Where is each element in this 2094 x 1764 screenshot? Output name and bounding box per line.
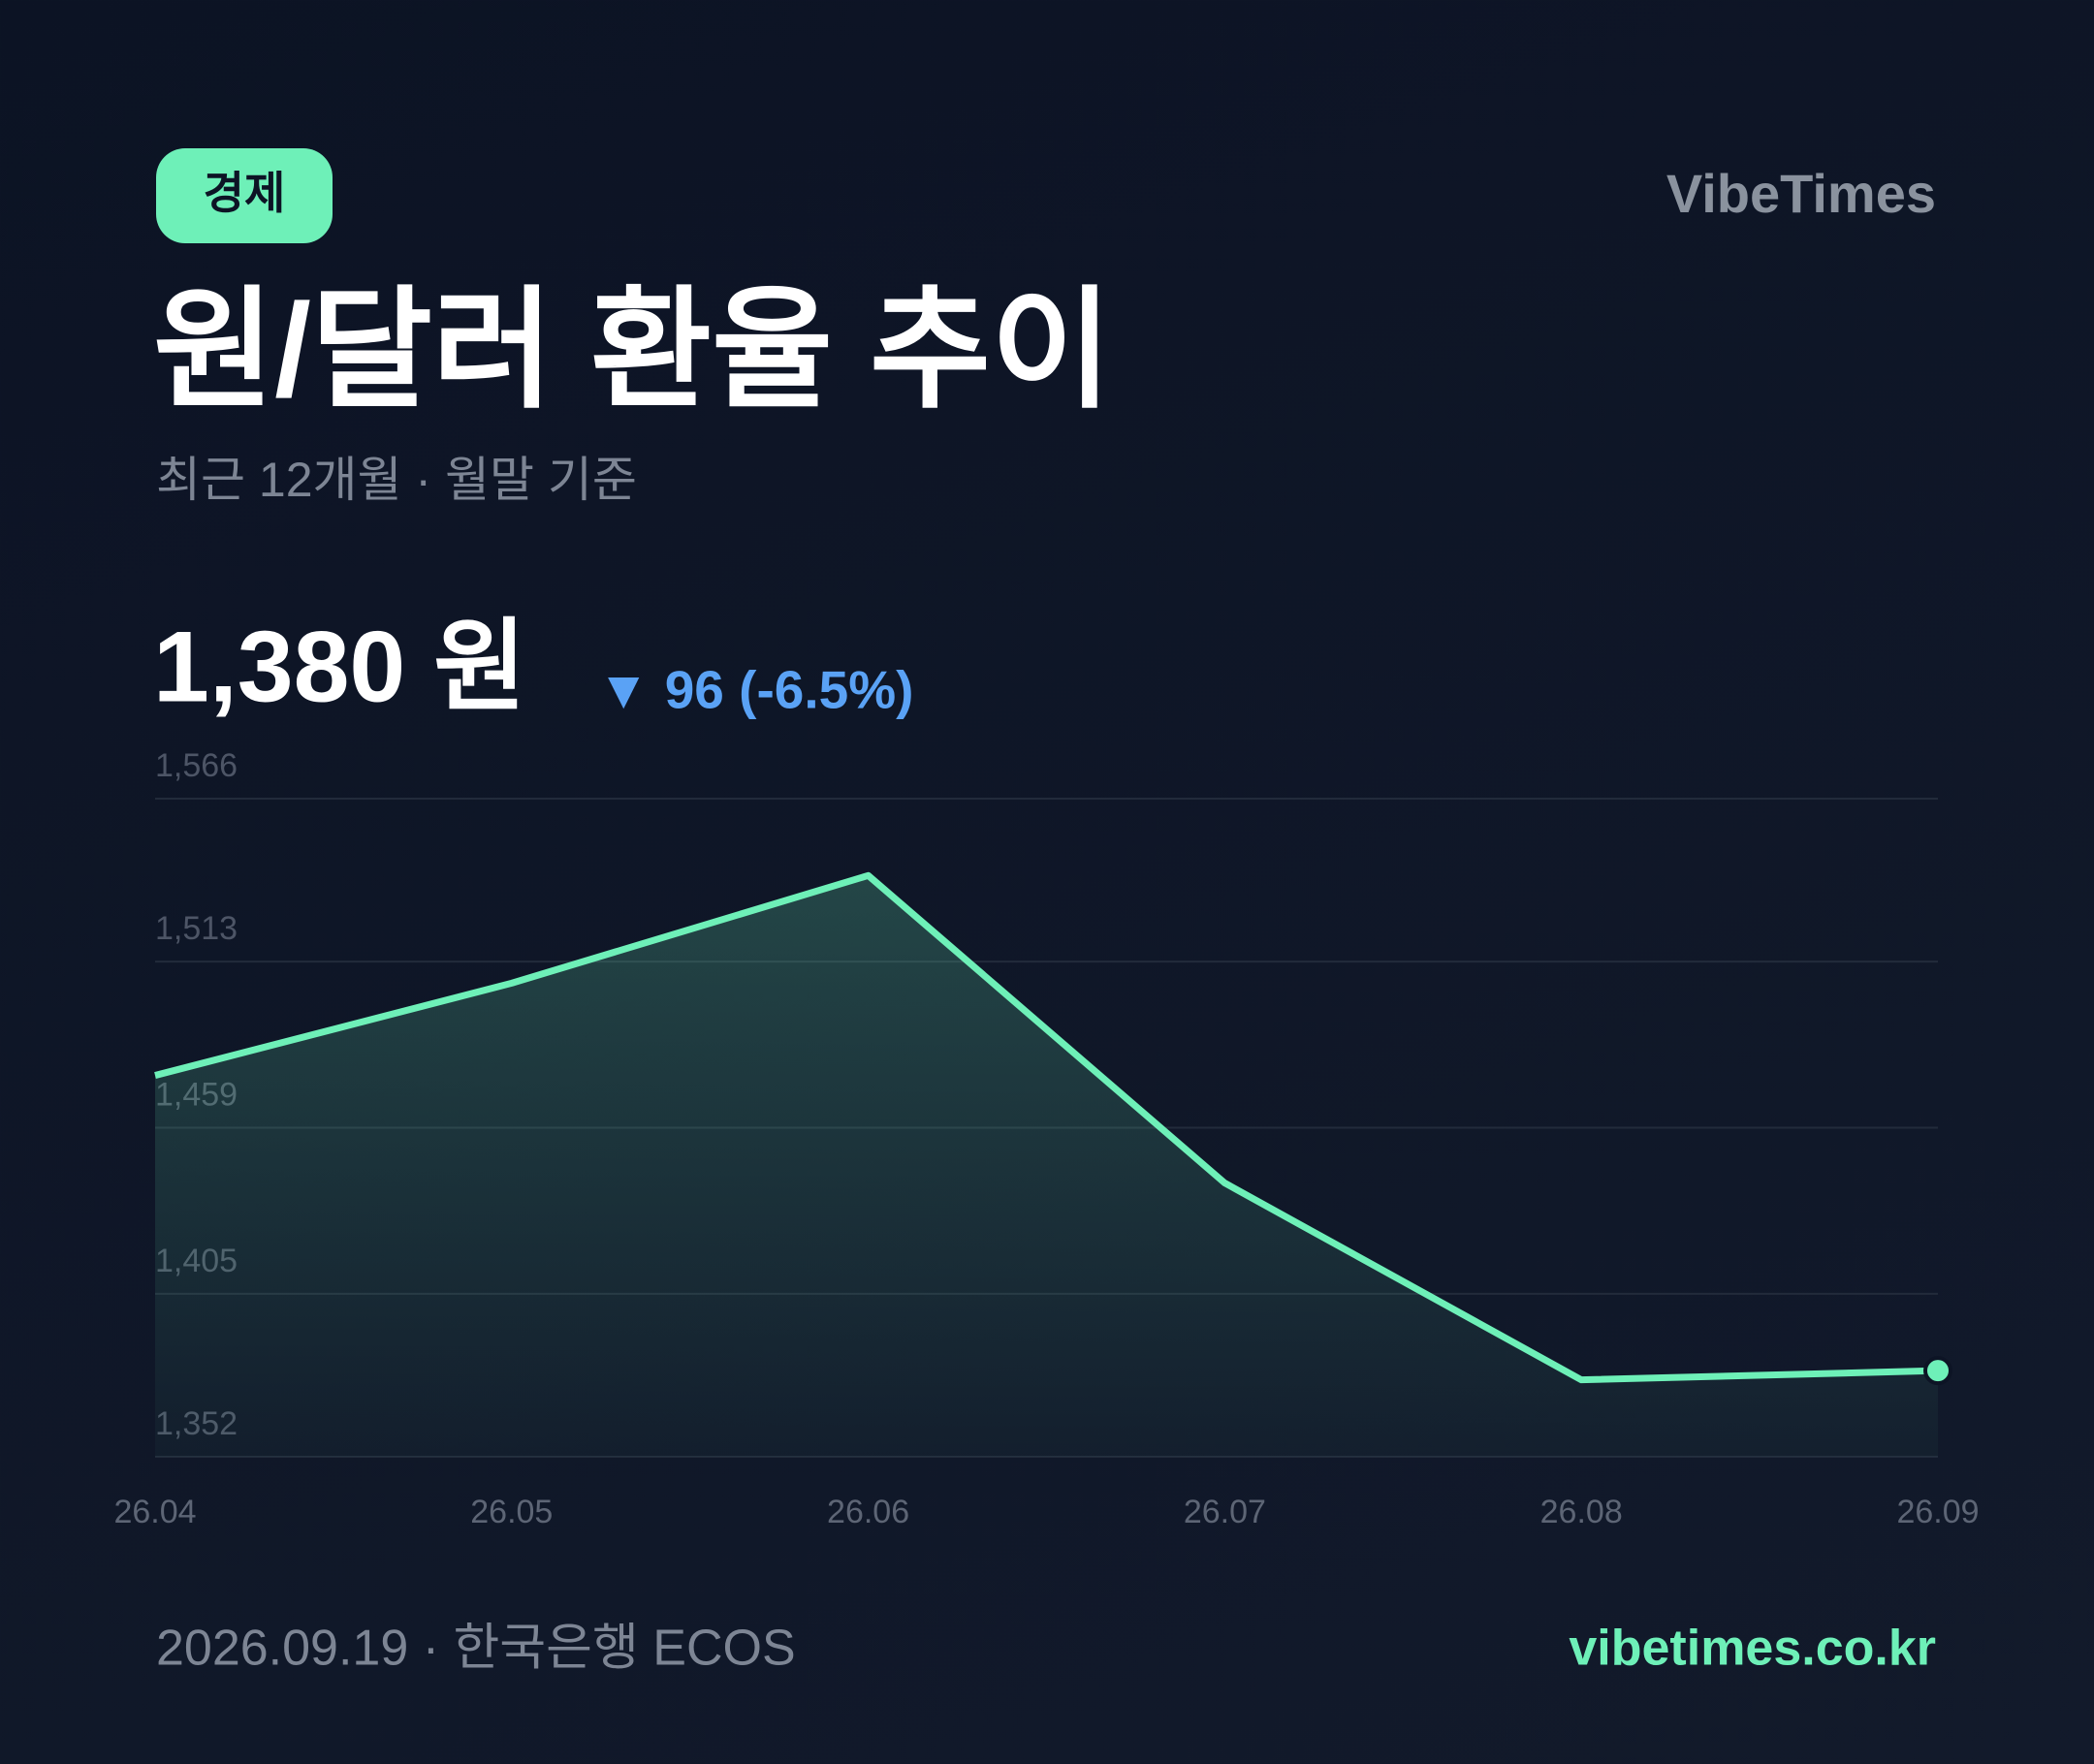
area — [155, 875, 1938, 1457]
x-tick-label: 26.08 — [1540, 1494, 1623, 1530]
end-point — [1923, 1356, 1952, 1386]
x-tick-label: 26.04 — [113, 1494, 196, 1530]
brand: VibeTimes — [1666, 163, 1936, 224]
x-tick-label: 26.07 — [1184, 1494, 1266, 1530]
x-tick-label: 26.05 — [470, 1494, 553, 1530]
x-tick-label: 26.09 — [1896, 1494, 1979, 1530]
footer-meta: 2026.09.19 · 한국은행 ECOS — [156, 1621, 796, 1677]
title: 원/달러 환율 추이 — [153, 276, 1112, 424]
subtitle: 최근 12개월 · 월말 기준 — [156, 453, 637, 507]
plot: 1,5661,5131,4591,4051,35226.0426.0526.06… — [113, 747, 1979, 1530]
footer-site: vibetimes.co.kr — [1569, 1621, 1936, 1677]
badge: 경제 — [204, 168, 286, 218]
badge-bg — [156, 148, 333, 243]
change: ▼ 96 (-6.5%) — [597, 660, 913, 720]
line — [154, 871, 1939, 1384]
y-tick-label: 1,566 — [155, 747, 238, 784]
y-tick-label: 1,513 — [155, 910, 238, 947]
x-tick-label: 26.06 — [827, 1494, 909, 1530]
headline: 1,380 원 — [153, 611, 526, 723]
